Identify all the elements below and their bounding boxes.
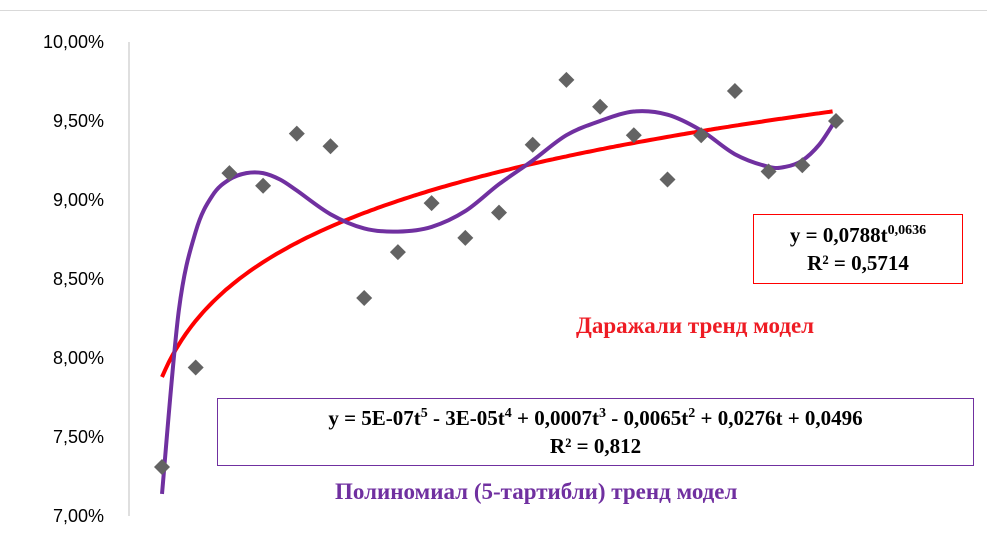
y-tick-label: 8,50% bbox=[53, 269, 104, 289]
y-tick-label: 9,50% bbox=[53, 111, 104, 131]
polynomial-equation: y = 5E-07t5 - 3E-05t4 + 0,0007t3 - 0,006… bbox=[218, 404, 973, 432]
polynomial-trend-label: Полиномиал (5-тартибли) тренд модел bbox=[335, 479, 737, 505]
data-point bbox=[491, 205, 507, 221]
data-point bbox=[154, 459, 170, 475]
polynomial-equation-box: y = 5E-07t5 - 3E-05t4 + 0,0007t3 - 0,006… bbox=[217, 398, 974, 466]
data-point bbox=[255, 178, 271, 194]
data-point bbox=[457, 230, 473, 246]
y-tick-label: 7,50% bbox=[53, 427, 104, 447]
data-point bbox=[558, 72, 574, 88]
power-r-squared: R² = 0,5714 bbox=[754, 249, 962, 277]
data-point bbox=[424, 195, 440, 211]
power-trend-label: Даражали тренд модел bbox=[576, 313, 814, 339]
data-point bbox=[592, 99, 608, 115]
y-tick-label: 9,00% bbox=[53, 190, 104, 210]
data-point bbox=[727, 83, 743, 99]
data-point bbox=[794, 157, 810, 173]
data-point bbox=[525, 137, 541, 153]
y-tick-labels: 7,00% 7,50% 8,00% 8,50% 9,00% 9,50% 10,00% bbox=[43, 32, 104, 526]
data-point bbox=[221, 165, 237, 181]
data-point bbox=[356, 290, 372, 306]
y-tick-label: 10,00% bbox=[43, 32, 104, 52]
data-point bbox=[323, 138, 339, 154]
data-point bbox=[289, 126, 305, 142]
data-point bbox=[188, 359, 204, 375]
y-tick-label: 7,00% bbox=[53, 506, 104, 526]
power-equation-box: y = 0,0788t0,0636 R² = 0,5714 bbox=[753, 214, 963, 284]
power-equation: y = 0,0788t0,0636 bbox=[754, 221, 962, 249]
data-point bbox=[660, 171, 676, 187]
data-point bbox=[390, 244, 406, 260]
polynomial-r-squared: R² = 0,812 bbox=[218, 432, 973, 460]
y-tick-label: 8,00% bbox=[53, 348, 104, 368]
